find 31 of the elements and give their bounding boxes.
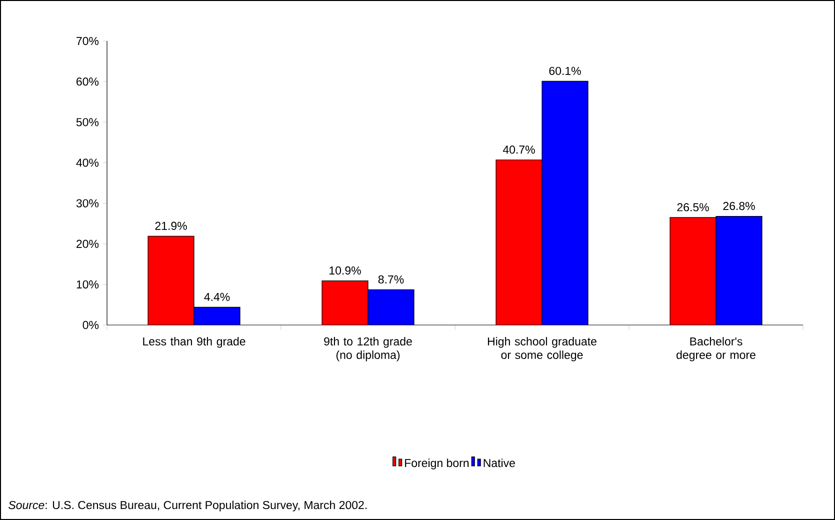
data-label: 4.4% bbox=[204, 292, 230, 301]
y-tick-label: 20% bbox=[76, 240, 99, 248]
legend-label: Native bbox=[484, 458, 515, 468]
x-tick-label: 9th to 12th grade (no diploma) bbox=[324, 337, 412, 362]
x-tick-label: Less than 9th grade bbox=[143, 337, 246, 348]
data-label: 60.1% bbox=[549, 66, 581, 75]
bar bbox=[670, 217, 716, 325]
bar bbox=[148, 236, 194, 325]
data-label: 8.7% bbox=[378, 275, 404, 284]
y-tick-label: 70% bbox=[76, 36, 99, 46]
y-tick-label: 40% bbox=[76, 158, 99, 167]
legend-label: Foreign born bbox=[405, 458, 469, 470]
y-tick-label: 0% bbox=[82, 320, 99, 330]
y-tick-label: 60% bbox=[76, 78, 99, 86]
y-tick-label: 50% bbox=[76, 118, 99, 126]
bar bbox=[194, 307, 240, 325]
bar bbox=[496, 160, 542, 325]
data-label: 26.8% bbox=[723, 202, 755, 210]
y-tick-label: 10% bbox=[76, 280, 99, 288]
data-label: 10.9% bbox=[330, 266, 361, 275]
y-tick-label: 30% bbox=[76, 199, 99, 208]
bar bbox=[322, 280, 368, 325]
data-label: 21.9% bbox=[155, 222, 187, 230]
bar bbox=[716, 216, 762, 325]
text: Source: U.S. Census Bureau, Current Population Survey, March 2002. bbox=[8, 500, 367, 512]
bar bbox=[542, 81, 588, 325]
x-tick-label: Bachelor's degree or more bbox=[676, 337, 756, 362]
x-tick-label: High school graduate or some college bbox=[488, 337, 596, 362]
data-label: 40.7% bbox=[502, 146, 535, 154]
bar bbox=[368, 290, 414, 325]
data-label: 26.5% bbox=[677, 203, 709, 212]
